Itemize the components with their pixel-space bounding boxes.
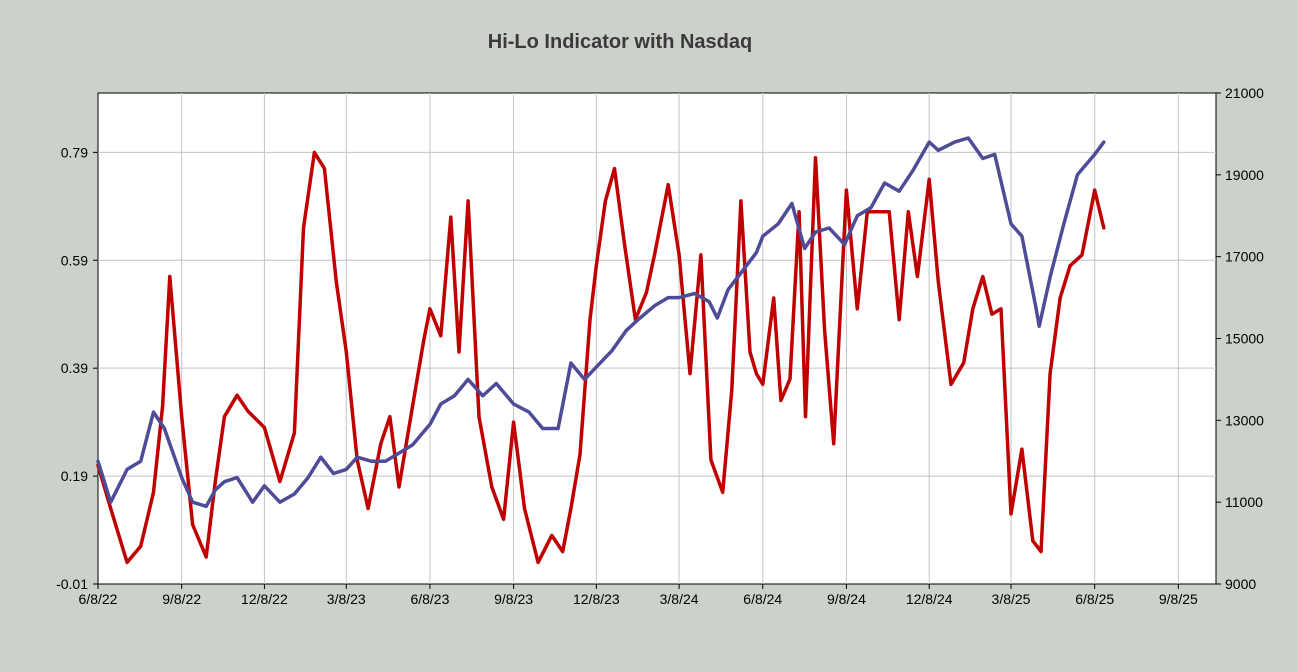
x-tick-label: 9/8/23	[494, 591, 533, 607]
x-tick-label: 12/8/22	[241, 591, 288, 607]
x-tick-label: 6/8/25	[1075, 591, 1114, 607]
x-tick-label: 3/8/25	[992, 591, 1031, 607]
x-tick-label: 6/8/22	[79, 591, 118, 607]
x-axis: 6/8/22 9/8/22 12/8/22 3/8/23 6/8/23 9/8/23 12/…	[79, 584, 1198, 607]
left-tick-label: -0.01	[56, 576, 88, 592]
left-tick-label: 0.19	[61, 468, 88, 484]
right-tick-label: 9000	[1225, 576, 1256, 592]
right-tick-label: 11000	[1225, 494, 1263, 510]
x-tick-label: 9/8/25	[1159, 591, 1198, 607]
chart-title: Hi-Lo Indicator with Nasdaq	[488, 31, 752, 53]
x-tick-label: 6/8/23	[410, 591, 449, 607]
x-tick-label: 6/8/24	[743, 591, 782, 607]
left-y-axis: 0.79 0.59 0.39 0.19 -0.01	[56, 144, 98, 592]
plot-area	[97, 92, 1217, 585]
left-tick-label: 0.59	[61, 252, 88, 268]
series-line-nasdaq	[96, 136, 1106, 509]
gridlines	[98, 93, 1216, 584]
left-tick-label: 0.39	[61, 360, 88, 376]
right-tick-label: 17000	[1225, 249, 1264, 265]
right-tick-label: 19000	[1225, 167, 1264, 183]
right-tick-label: 21000	[1225, 85, 1264, 101]
x-tick-label: 9/8/22	[162, 591, 201, 607]
series-layer	[96, 136, 1106, 565]
series-line-hilo	[96, 150, 1106, 565]
right-y-axis: 21000 19000 17000 15000 13000 11000 9000	[1216, 85, 1264, 592]
right-tick-label: 15000	[1225, 331, 1264, 347]
x-tick-label: 3/8/24	[660, 591, 699, 607]
right-tick-label: 13000	[1225, 412, 1264, 428]
x-tick-label: 12/8/24	[906, 591, 953, 607]
x-tick-label: 9/8/24	[827, 591, 866, 607]
x-tick-label: 12/8/23	[573, 591, 620, 607]
x-tick-label: 3/8/23	[327, 591, 366, 607]
left-tick-label: 0.79	[61, 144, 88, 160]
